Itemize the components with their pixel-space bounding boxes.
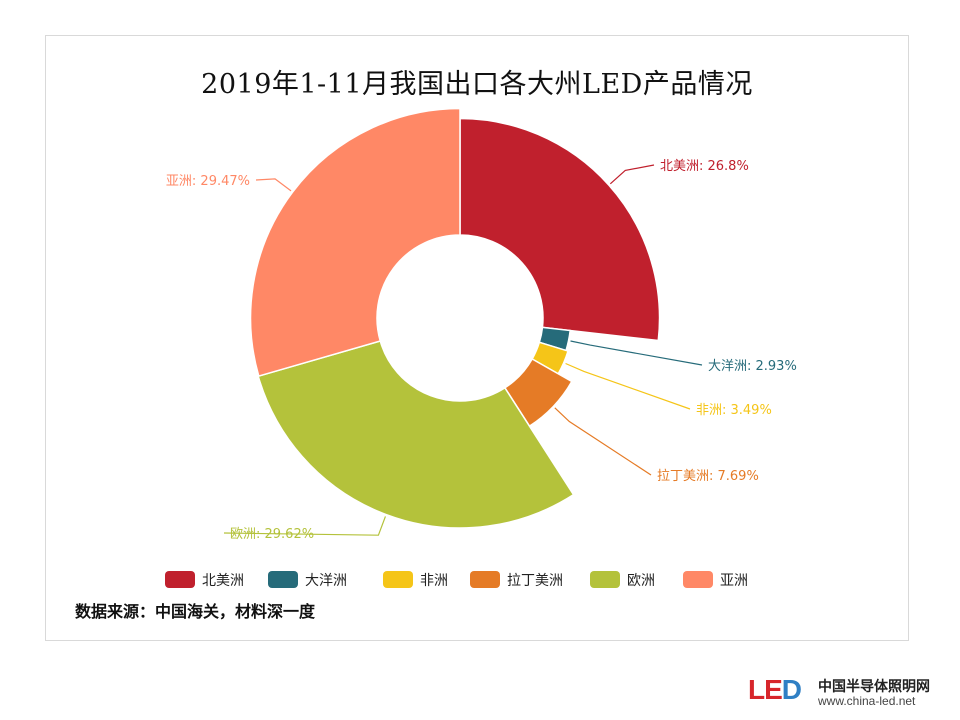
brand-name: 中国半导体照明网 [818,679,930,695]
legend-swatch [268,571,298,588]
pie-slice-5 [257,340,575,529]
leader-line-2 [570,340,703,366]
legend-label: 大洋洲 [305,573,347,589]
legend-item-4[interactable]: 拉丁美洲 [470,571,563,589]
legend-label: 非洲 [420,573,448,589]
slice-label-4: 拉丁美洲: 7.69% [657,469,759,484]
slice-label-1: 北美洲: 26.8% [660,159,749,174]
brand-url: www.china-led.net [818,694,916,708]
slice-label-5: 欧洲: 29.62% [230,527,314,542]
legend-swatch [470,571,500,588]
legend-swatch [165,571,195,588]
source-note: 数据来源：中国海关，材料深一度 [75,602,316,621]
slice-label-2: 大洋洲: 2.93% [708,359,797,374]
leader-line-6 [255,178,292,192]
leader-line-4 [554,407,652,476]
leader-line-3 [565,362,691,410]
pie-slice-1 [459,117,661,342]
slice-label-6: 亚洲: 29.47% [166,174,250,189]
brand-logo: LED [748,674,802,705]
leader-line-5 [223,516,386,536]
legend-label: 亚洲 [720,573,748,589]
legend-item-1[interactable]: 北美洲 [165,571,244,589]
legend-item-6[interactable]: 亚洲 [683,571,748,589]
chart-title: 2019年1-11月我国出口各大州LED产品情况 [201,69,753,100]
legend-swatch [590,571,620,588]
legend-item-3[interactable]: 非洲 [383,571,448,589]
slice-label-3: 非洲: 3.49% [696,403,772,418]
legend-label: 欧洲 [627,573,655,589]
legend-item-2[interactable]: 大洋洲 [268,571,347,589]
legend-swatch [383,571,413,588]
legend-swatch [683,571,713,588]
leader-line-1 [609,164,655,185]
pie-slice-6 [249,107,461,377]
brand-logo-block: LED 中国半导体照明网 www.china-led.net [748,672,953,712]
legend-label: 拉丁美洲 [507,573,563,589]
legend-item-5[interactable]: 欧洲 [590,571,655,589]
legend-label: 北美洲 [202,573,244,589]
